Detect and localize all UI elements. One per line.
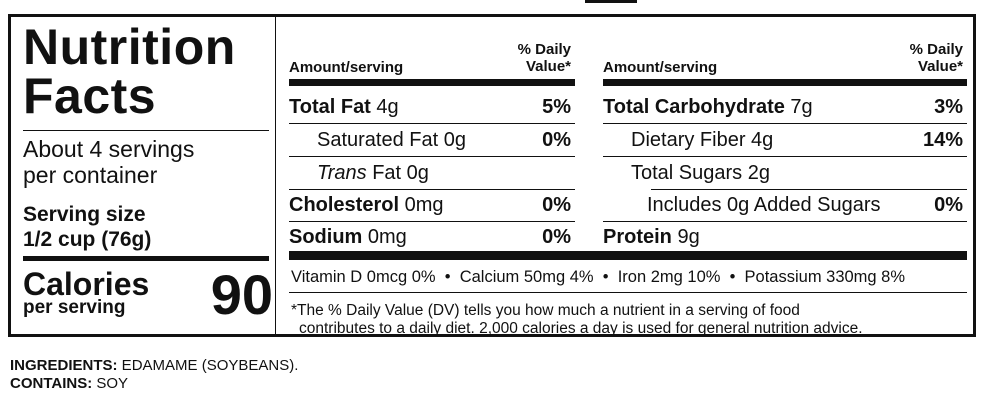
divider [23, 130, 269, 131]
nutrient-name: Includes 0g Added Sugars [647, 194, 881, 216]
vitamins-minerals: Vitamin D 0mcg 0% • Calcium 50mg 4% • Ir… [291, 268, 906, 286]
nutrient-amount: 0g [438, 129, 466, 151]
nutrient-name: Dietary Fiber [631, 129, 746, 151]
thick-divider [289, 251, 967, 260]
title: Nutrition Facts [23, 19, 236, 124]
footnote-line2: contributes to a daily diet. 2,000 calor… [299, 320, 863, 337]
dietary-fiber-dv: 14% [922, 129, 963, 151]
footnote: *The % Daily Value (DV) tells you how mu… [291, 302, 863, 338]
trans-fat-row: Trans Fat 0g [317, 162, 429, 184]
thick-divider [23, 256, 269, 261]
ingredients-block: INGREDIENTS: EDAMAME (SOYBEANS). CONTAIN… [10, 357, 298, 393]
nutrient-name: Protein [603, 226, 672, 248]
ingredients-label: INGREDIENTS: [10, 357, 118, 374]
sodium-dv: 0% [542, 226, 571, 248]
col-head-amount-left: Amount/serving [289, 59, 404, 76]
nutrition-facts-panel: Nutrition Facts About 4 servings per con… [8, 14, 976, 337]
protein-row: Protein 9g [603, 226, 700, 248]
nutrient-name: Total Fat [289, 96, 371, 118]
divider [289, 292, 967, 293]
calories-sub: per serving [23, 297, 126, 318]
dv-line1: % Daily [909, 41, 963, 58]
col-head-dv-right: % Daily Value* [887, 41, 963, 75]
nutrient-name: Sodium [289, 226, 363, 248]
total-fat-row: Total Fat 4g [289, 96, 399, 118]
cholesterol-row: Cholesterol 0mg [289, 194, 444, 216]
contains-label: CONTAINS: [10, 375, 93, 392]
added-sugars-dv: 0% [934, 194, 963, 216]
nutrient-name: Cholesterol [289, 194, 400, 216]
nutrient-name: Total Carbohydrate [603, 96, 785, 118]
divider [289, 221, 575, 222]
nutrient-name: Trans [317, 162, 367, 184]
cholesterol-dv: 0% [542, 194, 571, 216]
divider [603, 221, 967, 222]
sodium-row: Sodium 0mg [289, 226, 407, 248]
nutrient-amount: Fat 0g [366, 162, 429, 184]
serving-size-value: 1/2 cup (76g) [23, 228, 152, 251]
title-line2: Facts [23, 68, 157, 124]
saturated-fat-dv: 0% [542, 129, 571, 151]
contains-value: SOY [92, 375, 129, 392]
nutrient-name: Total Sugars [631, 162, 743, 184]
divider [289, 123, 575, 124]
divider [603, 156, 967, 157]
dv-line2: Value* [525, 58, 571, 75]
dv-line1: % Daily [517, 41, 571, 58]
serving-size: Serving size 1/2 cup (76g) [23, 202, 151, 252]
dv-line2: Value* [917, 58, 963, 75]
saturated-fat-row: Saturated Fat 0g [317, 129, 466, 151]
nutrient-name: Saturated Fat [317, 129, 439, 151]
servings-line2: per container [23, 162, 158, 188]
divider [651, 189, 967, 190]
added-sugars-row: Includes 0g Added Sugars [647, 194, 881, 216]
servings-per-container: About 4 servings per container [23, 136, 194, 188]
col-head-dv-left: % Daily Value* [499, 41, 571, 75]
divider [289, 189, 575, 190]
calories-label: Calories [23, 266, 150, 302]
ingredients-value: EDAMAME (SOYBEANS). [117, 357, 299, 374]
total-carbohydrate-row: Total Carbohydrate 7g [603, 96, 813, 118]
contains-line: CONTAINS: SOY [10, 375, 298, 393]
nutrient-amount: 4g [745, 129, 774, 151]
nutrient-amount: 2g [742, 162, 770, 184]
ingredients-line: INGREDIENTS: EDAMAME (SOYBEANS). [10, 357, 298, 375]
servings-line1: About 4 servings [23, 136, 195, 162]
footnote-line1: *The % Daily Value (DV) tells you how mu… [291, 302, 800, 319]
total-fat-dv: 5% [542, 96, 571, 118]
nutrient-amount: 4g [370, 96, 399, 118]
top-tab-mark [585, 0, 637, 3]
thick-divider [289, 79, 575, 86]
nutrient-amount: 9g [671, 226, 700, 248]
nutrient-amount: 7g [784, 96, 813, 118]
total-carbohydrate-dv: 3% [934, 96, 963, 118]
calories-value: 90 [210, 263, 273, 326]
nutrient-amount: 0mg [362, 226, 407, 248]
dietary-fiber-row: Dietary Fiber 4g [631, 129, 773, 151]
divider [603, 123, 967, 124]
nutrient-amount: 0mg [399, 194, 444, 216]
thick-divider [603, 79, 967, 86]
col-head-amount-right: Amount/serving [603, 59, 718, 76]
serving-size-label: Serving size [23, 203, 146, 226]
title-line1: Nutrition [23, 19, 236, 75]
divider [289, 156, 575, 157]
column-divider [275, 17, 276, 334]
total-sugars-row: Total Sugars 2g [631, 162, 770, 184]
